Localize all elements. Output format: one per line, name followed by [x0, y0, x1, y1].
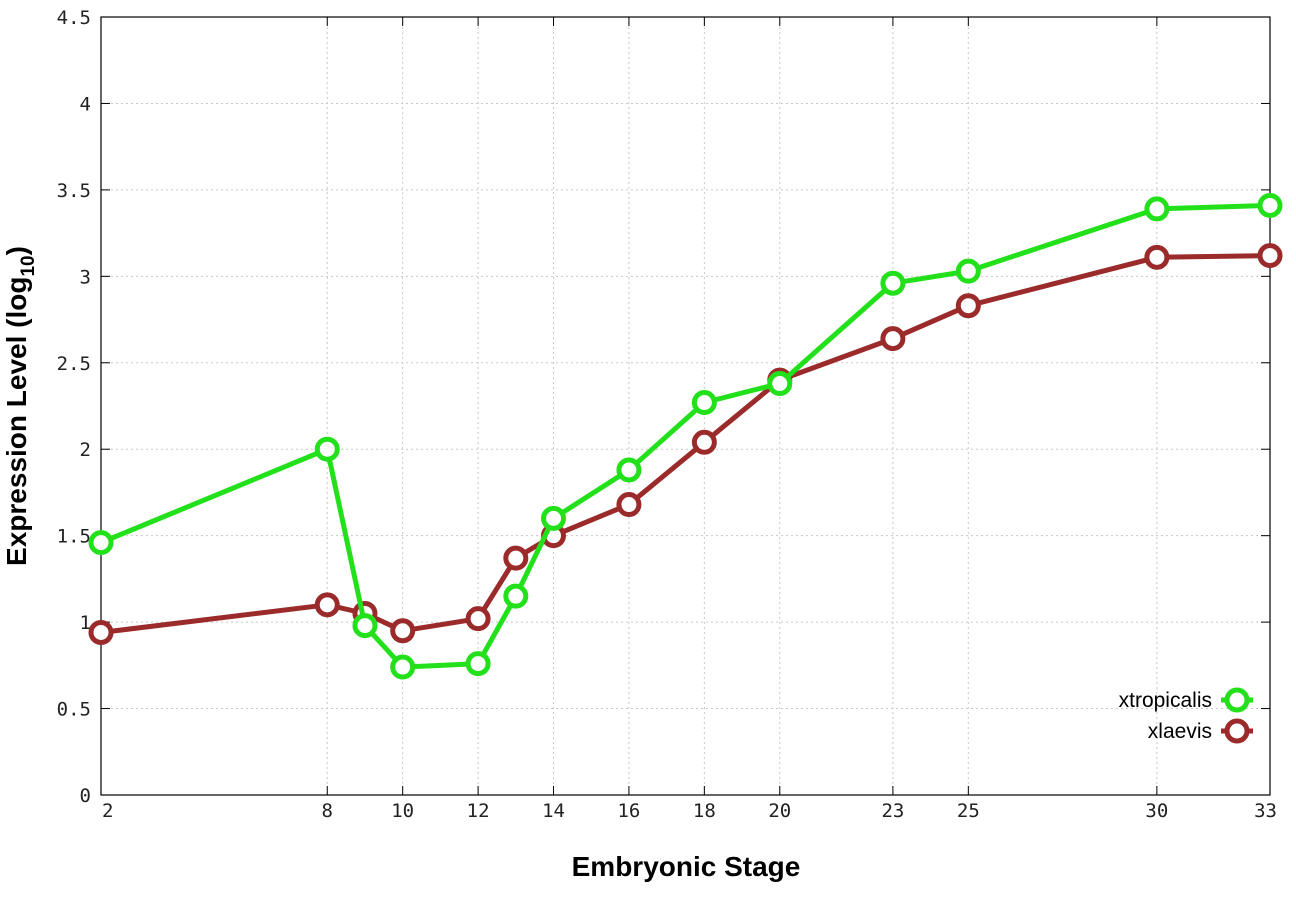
data-point: [616, 492, 642, 518]
tick-marks: [100, 16, 1271, 796]
x-tick-label: 8: [322, 800, 333, 822]
series-layer: [88, 192, 1283, 680]
legend-marker-swatch: [1224, 718, 1250, 744]
data-point: [503, 545, 529, 571]
series-xlaevis: [88, 243, 1283, 645]
x-tick-label: 16: [617, 800, 640, 822]
grid: [101, 17, 1270, 795]
data-point: [1144, 244, 1170, 270]
x-tick-label: 14: [542, 800, 565, 822]
x-tick-label: 12: [467, 800, 490, 822]
data-point: [955, 258, 981, 284]
data-point: [314, 592, 340, 618]
data-point: [955, 293, 981, 319]
y-tick-label: 0: [80, 785, 91, 807]
data-point: [352, 613, 378, 639]
data-point: [880, 326, 906, 352]
data-point: [616, 457, 642, 483]
y-tick-label: 4: [80, 93, 91, 115]
y-tick-label: 2.5: [57, 353, 91, 375]
legend: xtropicalis xlaevis: [1119, 687, 1253, 744]
data-point: [314, 436, 340, 462]
y-axis-title-close: ): [1, 246, 32, 255]
y-tick-label: 3.5: [57, 180, 91, 202]
plot-frame: [100, 16, 1271, 796]
y-tick-label: 0.5: [57, 699, 91, 721]
data-point: [1257, 243, 1283, 269]
data-point: [390, 654, 416, 680]
x-tick-labels: 2 8 10 12 14 16 18 20 23 25 30 33: [102, 800, 1277, 822]
legend-item-xlaevis: xlaevis: [1148, 718, 1253, 744]
x-tick-label: 25: [957, 800, 980, 822]
y-axis-title-subscript: 10: [18, 255, 39, 276]
legend-label: xtropicalis: [1119, 689, 1212, 712]
y-tick-label: 1.5: [57, 526, 91, 548]
data-point: [390, 618, 416, 644]
data-point: [465, 606, 491, 632]
legend-marker-swatch: [1224, 687, 1250, 713]
y-tick-labels: 0 0.5 1 1.5 2 2.5 3 3.5 4 4.5: [57, 7, 91, 807]
data-point: [767, 371, 793, 397]
x-axis-title: Embryonic Stage: [572, 851, 801, 882]
data-point: [465, 651, 491, 677]
y-tick-label: 2: [80, 439, 91, 461]
series-xtropicalis: [88, 192, 1283, 680]
data-point: [88, 530, 114, 556]
x-tick-label: 10: [391, 800, 414, 822]
data-point: [691, 390, 717, 416]
x-tick-label: 33: [1254, 800, 1277, 822]
data-point: [503, 583, 529, 609]
y-tick-label: 1: [80, 612, 91, 634]
x-tick-label: 30: [1145, 800, 1168, 822]
y-tick-label: 3: [80, 266, 91, 288]
y-axis-title-main: Expression Level (log: [1, 277, 32, 566]
data-point: [1144, 196, 1170, 222]
data-point: [880, 270, 906, 296]
legend-item-xtropicalis: xtropicalis: [1119, 687, 1253, 713]
data-point: [691, 429, 717, 455]
x-tick-label: 2: [102, 800, 113, 822]
x-tick-label: 20: [768, 800, 791, 822]
series-line-xlaevis: [100, 253, 1271, 635]
x-tick-label: 18: [693, 800, 716, 822]
y-axis-title: Expression Level (log10): [1, 246, 39, 566]
x-tick-label: 23: [881, 800, 904, 822]
y-tick-label: 4.5: [57, 7, 91, 29]
data-point: [1257, 192, 1283, 218]
data-point: [541, 505, 567, 531]
data-point: [88, 619, 114, 645]
legend-label: xlaevis: [1148, 720, 1212, 743]
